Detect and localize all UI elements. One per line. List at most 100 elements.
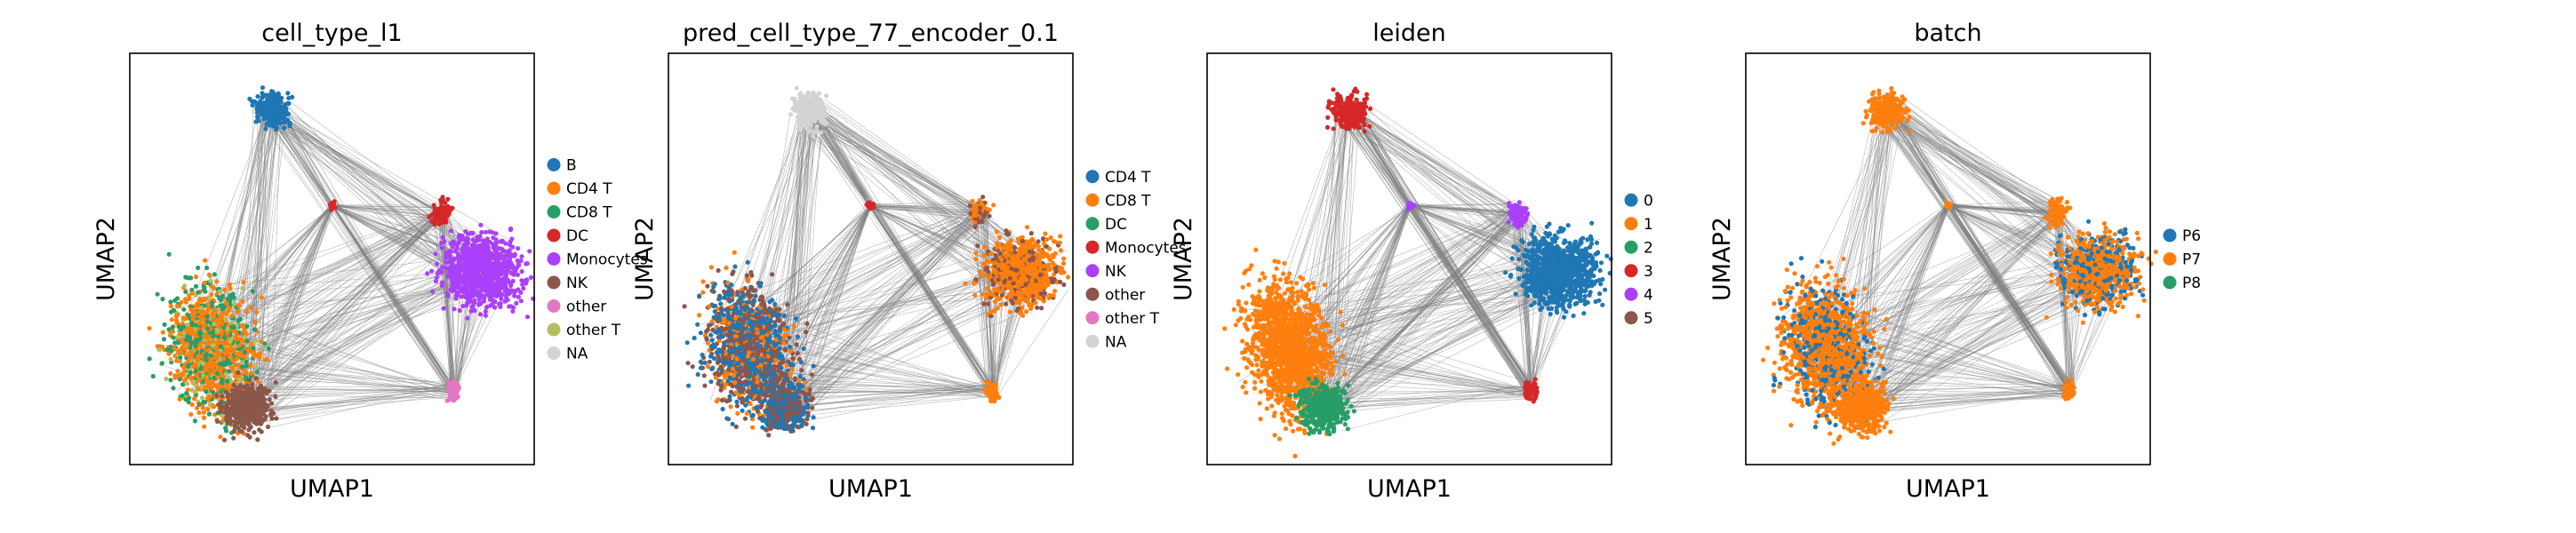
data-point — [479, 255, 484, 260]
data-point — [231, 435, 236, 441]
data-point — [174, 320, 180, 325]
data-point — [181, 341, 187, 346]
legend-marker — [547, 322, 561, 337]
data-point — [528, 274, 534, 280]
data-point — [183, 289, 188, 295]
data-point — [259, 295, 264, 300]
data-point — [436, 268, 442, 274]
data-point — [232, 301, 237, 306]
data-point — [259, 112, 264, 117]
data-point — [508, 270, 514, 275]
data-point — [252, 327, 258, 332]
data-point — [182, 283, 188, 289]
data-point — [160, 297, 165, 302]
data-point — [483, 229, 489, 235]
data-point — [515, 272, 521, 277]
data-point — [425, 271, 430, 276]
data-point — [237, 419, 243, 425]
data-point — [196, 321, 202, 326]
data-point — [287, 123, 292, 129]
data-point — [249, 416, 254, 421]
data-point — [478, 279, 484, 284]
graph-edge — [278, 120, 461, 290]
data-point — [210, 379, 215, 385]
data-point — [498, 267, 503, 273]
data-point — [196, 378, 202, 383]
data-point — [193, 383, 198, 388]
data-point — [245, 433, 251, 438]
data-point — [195, 301, 200, 306]
data-point — [447, 253, 452, 259]
graph-edge — [267, 112, 440, 209]
data-point — [181, 330, 187, 336]
data-point — [273, 114, 278, 119]
graph-edge — [219, 227, 436, 306]
data-point — [204, 378, 209, 384]
data-point — [193, 369, 198, 374]
data-point — [280, 115, 285, 120]
data-point — [510, 308, 516, 314]
data-point — [522, 278, 527, 284]
data-point — [179, 346, 184, 351]
graph-edge — [277, 113, 440, 222]
data-point — [261, 100, 267, 106]
data-point — [240, 286, 245, 291]
data-point — [515, 258, 520, 263]
data-point — [212, 314, 217, 319]
data-point — [1048, 257, 1053, 262]
data-point — [480, 243, 485, 249]
data-point — [233, 373, 238, 379]
data-point — [1057, 240, 1062, 245]
data-point — [259, 418, 264, 423]
data-point — [458, 261, 463, 266]
data-point — [162, 322, 167, 327]
data-point — [175, 303, 180, 308]
data-point — [264, 407, 269, 412]
data-point — [230, 397, 236, 402]
data-point — [181, 365, 187, 370]
data-point — [462, 284, 468, 290]
data-point — [171, 386, 176, 391]
data-point — [1015, 236, 1020, 242]
data-point — [252, 364, 258, 370]
data-point — [267, 397, 272, 402]
graph-edge — [216, 365, 453, 387]
data-point — [468, 308, 474, 314]
data-point — [160, 330, 165, 335]
data-point — [474, 290, 480, 295]
data-point — [250, 382, 255, 387]
data-point — [150, 373, 156, 379]
point-cloud — [147, 85, 536, 442]
data-point — [282, 120, 287, 125]
graph-edge — [248, 210, 441, 424]
data-point — [207, 394, 212, 400]
data-point — [518, 290, 524, 295]
data-point — [248, 404, 253, 410]
graph-edge — [229, 216, 446, 360]
data-point — [155, 291, 160, 297]
data-point — [216, 402, 221, 407]
data-point — [458, 278, 463, 283]
data-point — [218, 410, 223, 415]
data-point — [244, 359, 249, 364]
graph-edge — [824, 99, 980, 211]
data-point — [223, 428, 229, 434]
data-point — [507, 304, 512, 309]
graph-edge — [276, 123, 478, 306]
data-point — [440, 280, 445, 285]
data-point — [221, 437, 228, 442]
data-point — [265, 424, 271, 430]
data-point — [188, 349, 194, 354]
data-point — [524, 314, 531, 320]
data-point — [996, 235, 1003, 241]
data-point — [229, 314, 235, 319]
graph-edge — [251, 283, 491, 387]
data-point — [254, 370, 260, 375]
data-point — [516, 294, 522, 299]
data-point — [269, 401, 275, 406]
data-point — [188, 354, 194, 360]
data-point — [1058, 248, 1064, 253]
data-point — [177, 396, 182, 402]
data-point — [527, 249, 532, 254]
